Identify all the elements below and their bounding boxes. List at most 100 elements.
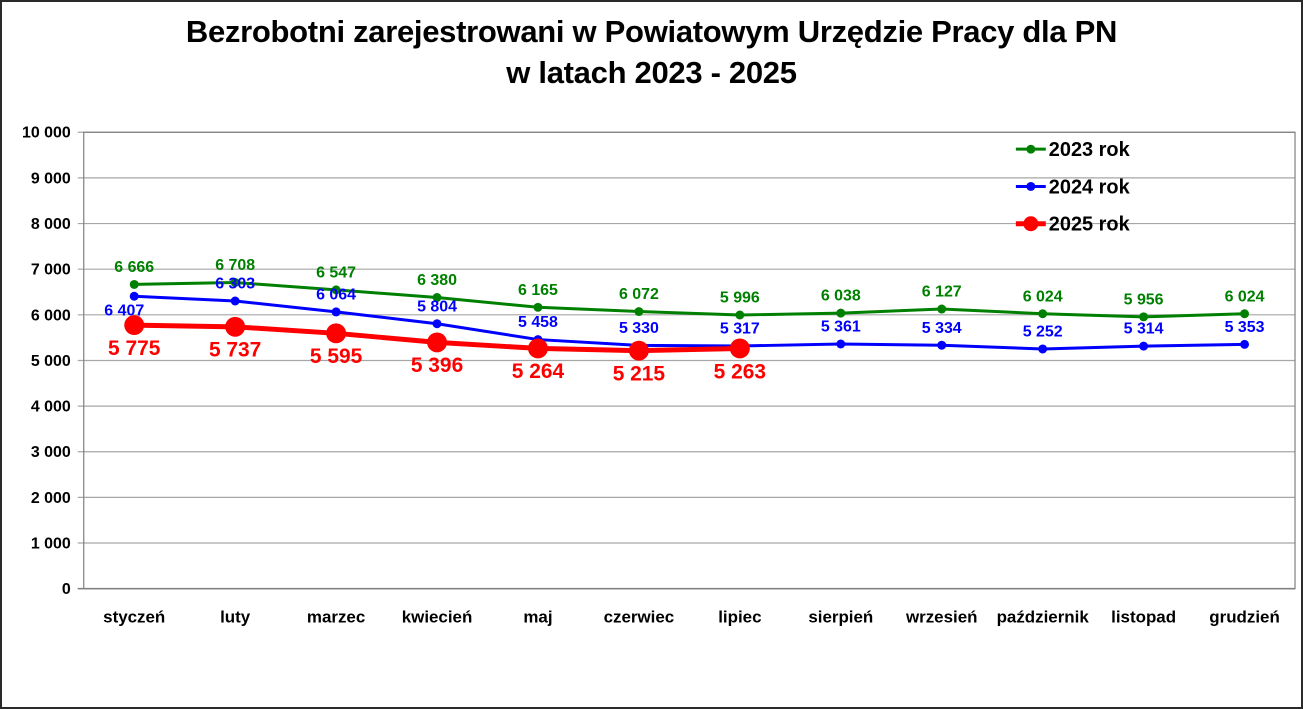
series-2025-rok: 5 775 5 737 5 595 5 396 5 264 5 215 5 263: [108, 315, 766, 385]
data-point-label: 5 775: [108, 337, 161, 360]
series-line: [134, 294, 1245, 351]
legend-label: 2023 rok: [1049, 139, 1131, 161]
x-axis-label: lipiec: [718, 607, 761, 626]
data-point-marker: [326, 323, 347, 344]
data-point-marker: [331, 285, 341, 295]
data-point-marker: [1240, 339, 1250, 349]
data-point-marker: [634, 307, 644, 317]
data-point-label: 5 252: [1023, 324, 1063, 341]
x-axis-label: październik: [997, 607, 1090, 626]
legend-item-2024-rok: 2024 rok: [1015, 176, 1131, 198]
data-point-label: 6 024: [1023, 288, 1063, 305]
x-axis-label: maj: [523, 607, 552, 626]
y-axis-tick-label: 2 000: [31, 490, 71, 507]
chart-title: Bezrobotni zarejestrowani w Powiatowym U…: [2, 11, 1301, 93]
y-axis-tick-label: 0: [62, 581, 71, 598]
data-point-label: 6 303: [215, 276, 255, 293]
data-point-marker: [729, 338, 750, 359]
data-point-marker: [331, 307, 341, 317]
y-axis-tick-label: 10 000: [22, 125, 71, 142]
legend-item-2025-rok: 2025 rok: [1015, 214, 1131, 236]
data-point-marker: [937, 340, 947, 350]
data-point-label: 6 024: [1225, 288, 1265, 305]
x-axis-label: kwiecień: [402, 607, 473, 626]
data-point-marker: [528, 338, 548, 359]
data-point-label: 6 072: [619, 286, 659, 303]
data-point-label: 5 263: [714, 360, 766, 383]
y-axis-tick-label: 5 000: [31, 353, 71, 370]
legend-swatch-marker: [1026, 181, 1036, 191]
legend-swatch-marker: [1026, 144, 1036, 154]
data-point-marker: [432, 319, 442, 329]
data-point-label: 5 737: [209, 339, 261, 362]
data-point-marker: [230, 278, 240, 287]
data-point-label: 5 215: [613, 363, 666, 386]
data-point-label: 5 264: [512, 360, 565, 383]
data-point-label: 5 353: [1225, 319, 1265, 336]
data-point-marker: [129, 291, 139, 301]
legend: 2023 rok 2024 rok 2025 rok: [1015, 139, 1131, 236]
data-point-label: 6 547: [316, 264, 356, 281]
x-axis-label: sierpień: [808, 607, 873, 626]
data-point-label: 5 330: [619, 320, 659, 337]
data-point-label: 6 038: [821, 288, 861, 305]
data-point-label: 6 708: [215, 257, 255, 274]
data-point-marker: [225, 316, 246, 337]
legend-item-2023-rok: 2023 rok: [1015, 139, 1131, 161]
data-point-label: 5 956: [1124, 291, 1164, 308]
data-point-label: 5 595: [310, 345, 363, 368]
y-axis-tick-label: 8 000: [31, 216, 71, 233]
chart-title-line2: w latach 2023 - 2025: [506, 55, 797, 90]
data-point-marker: [1139, 341, 1149, 351]
y-axis-tick-label: 4 000: [31, 399, 71, 416]
data-point-marker: [1038, 309, 1048, 319]
y-axis-tick-label: 9 000: [31, 170, 71, 187]
x-axis-label: listopad: [1111, 607, 1176, 626]
data-point-marker: [427, 332, 448, 353]
data-point-label: 6 380: [417, 272, 457, 289]
data-point-label: 5 458: [518, 314, 558, 331]
data-point-label: 5 361: [821, 319, 861, 336]
data-point-marker: [129, 279, 139, 289]
data-point-label: 6 127: [922, 284, 962, 301]
data-point-marker: [1240, 309, 1250, 319]
data-point-label: 6 666: [114, 259, 154, 276]
y-axis-tick-label: 6 000: [31, 307, 71, 324]
chart-title-line1: Bezrobotni zarejestrowani w Powiatowym U…: [185, 14, 1118, 49]
data-point-label: 5 334: [922, 320, 962, 337]
data-point-marker: [432, 293, 442, 302]
data-point-label: 6 064: [316, 286, 356, 303]
series-2023-rok: 6 666 6 708 6 547 6 380 6 165 6 072 5 996 6 038…: [114, 257, 1265, 322]
series-line: [134, 281, 1245, 319]
x-axis-label: luty: [220, 607, 251, 626]
data-point-marker: [1038, 344, 1048, 354]
data-point-label: 5 396: [411, 354, 463, 377]
data-point-label: 6 165: [518, 282, 558, 299]
data-point-label: 5 804: [417, 298, 457, 315]
y-axis-tick-label: 7 000: [31, 262, 71, 279]
data-point-marker: [836, 339, 846, 349]
data-point-marker: [1139, 312, 1149, 322]
x-axis-label: marzec: [307, 607, 365, 626]
data-point-marker: [230, 296, 240, 306]
y-axis-tick-label: 3 000: [31, 444, 71, 461]
x-axis-label: grudzień: [1209, 607, 1280, 626]
data-point-marker: [836, 308, 846, 318]
data-point-marker: [735, 310, 745, 320]
x-axis-label: czerwiec: [604, 607, 675, 626]
data-point-marker: [628, 340, 649, 361]
legend-label: 2024 rok: [1049, 176, 1131, 198]
data-point-label: 5 317: [720, 321, 760, 338]
x-axis-label: styczeń: [103, 607, 165, 626]
legend-label: 2025 rok: [1049, 214, 1131, 236]
data-point-marker: [124, 315, 145, 336]
y-axis-tick-label: 1 000: [31, 536, 71, 553]
data-point-marker: [937, 304, 947, 314]
data-point-label: 5 996: [720, 290, 760, 307]
data-point-label: 5 314: [1124, 321, 1164, 338]
x-axis-label: wrzesień: [905, 607, 978, 626]
legend-swatch-marker: [1023, 216, 1039, 232]
data-point-marker: [533, 302, 543, 312]
